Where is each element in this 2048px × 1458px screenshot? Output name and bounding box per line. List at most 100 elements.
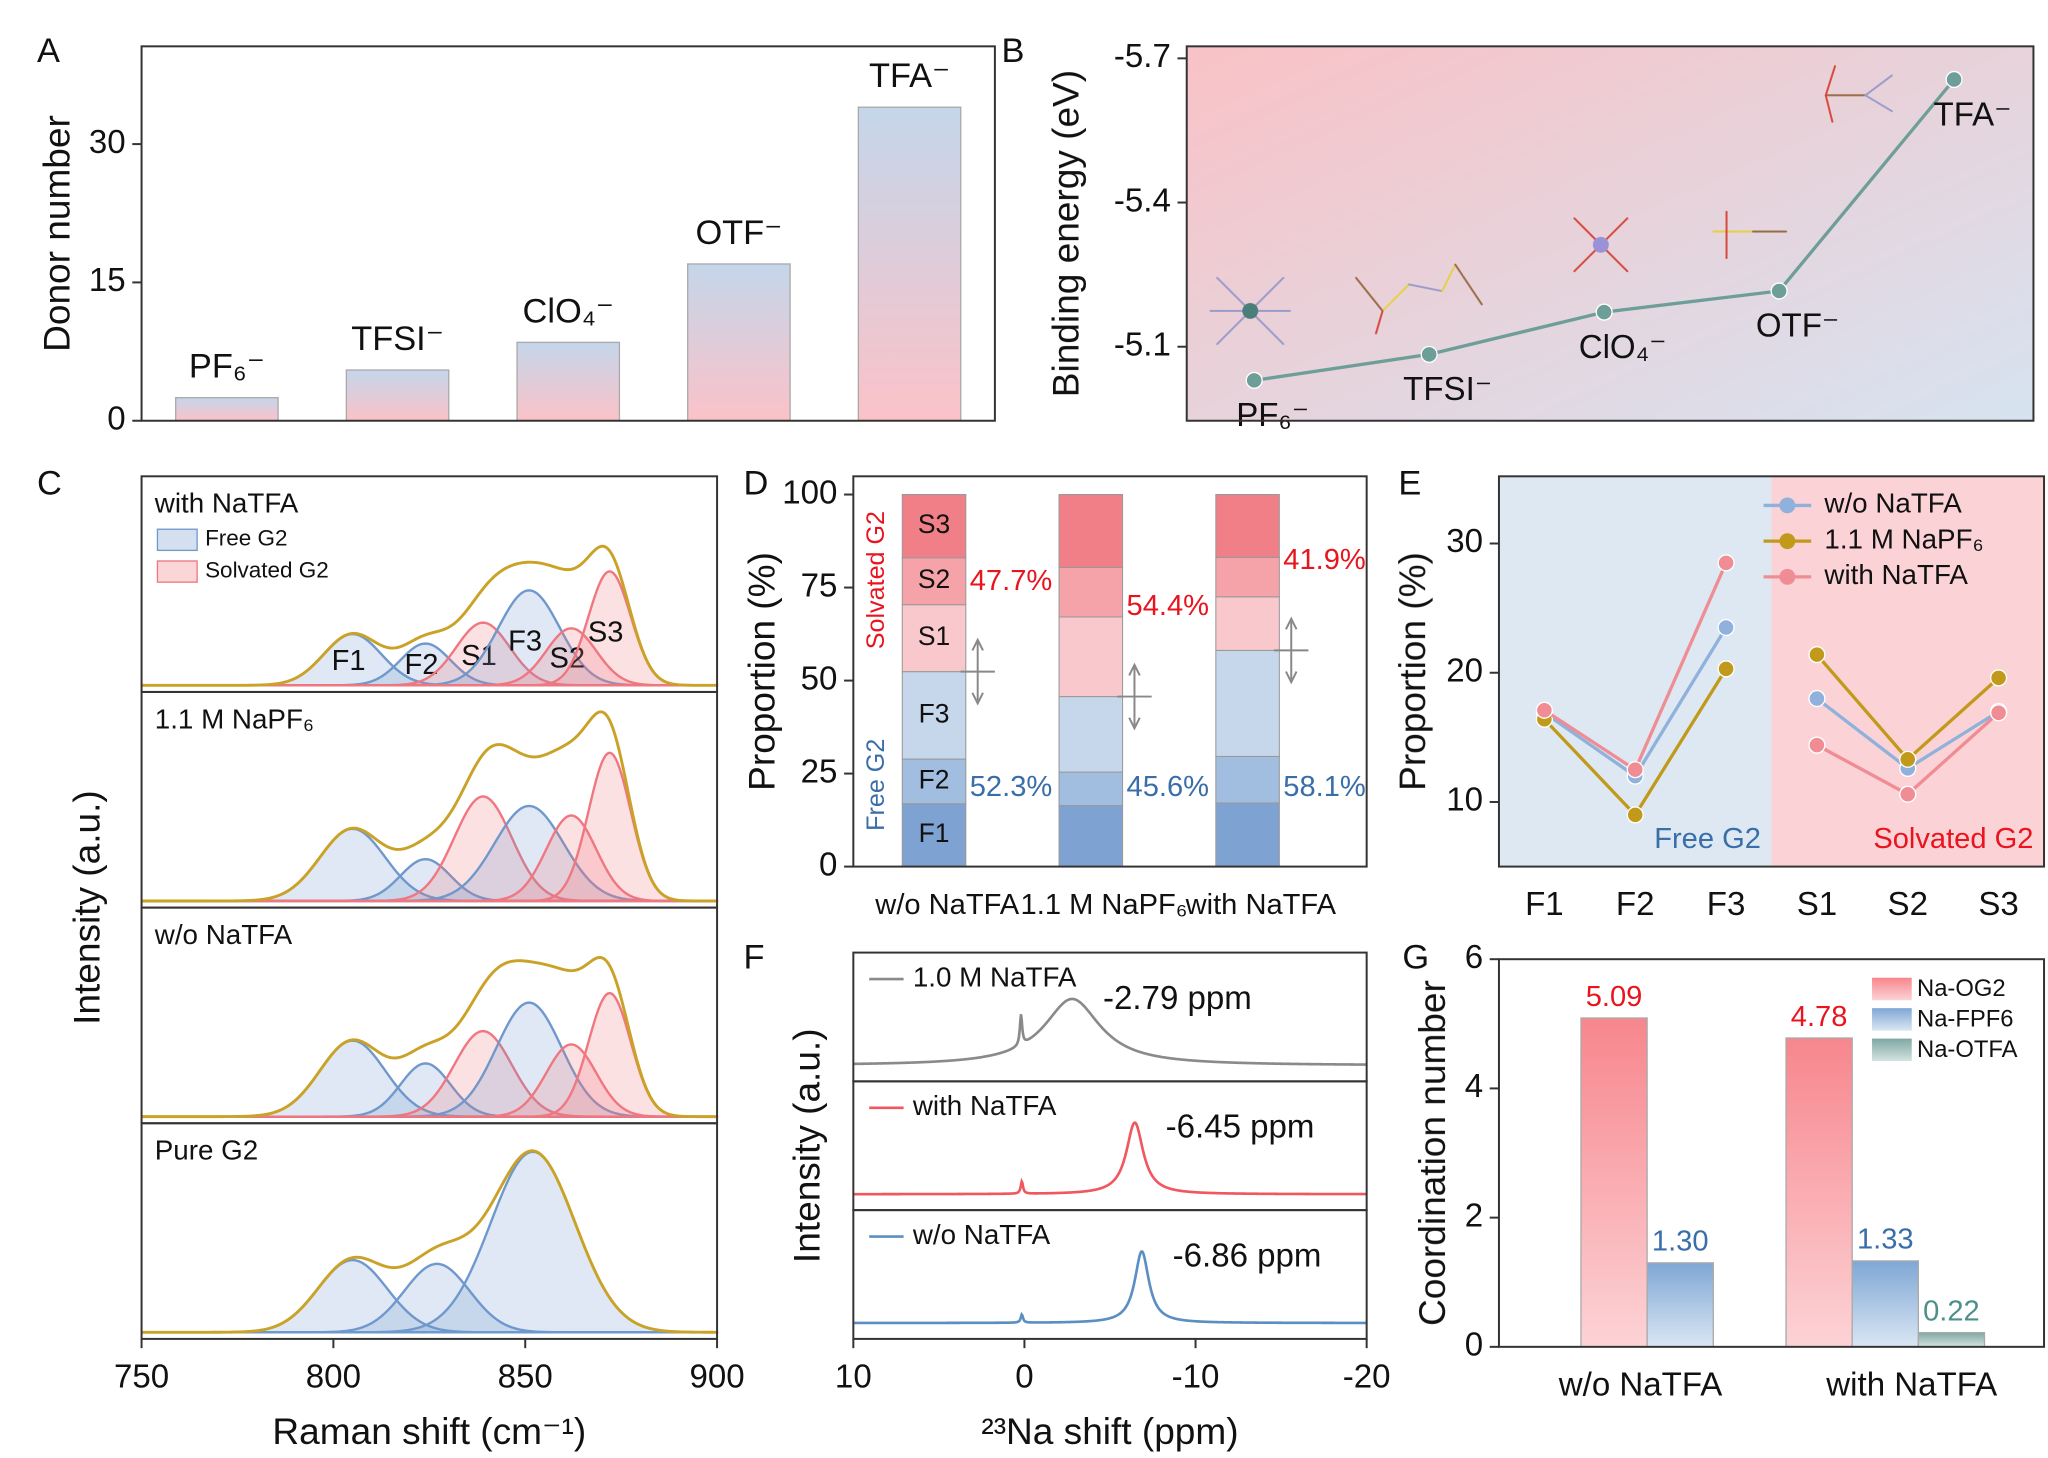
y-tick-label: 2 <box>1465 1197 1483 1234</box>
legend-swatch <box>156 560 198 583</box>
y-tick-label: 6 <box>1465 939 1483 976</box>
value-label: 4.78 <box>1791 1001 1848 1033</box>
bar <box>1785 1037 1853 1348</box>
x-tick-label: w/o NaTFA <box>874 889 1019 921</box>
free-share: 58.1% <box>1283 771 1366 803</box>
legend-swatch <box>156 528 198 552</box>
data-point <box>1899 750 1917 768</box>
x-tick-label: -10 <box>1172 1358 1220 1395</box>
free-share: 45.6% <box>1127 771 1210 803</box>
bar <box>857 106 962 422</box>
axes-frame <box>140 45 996 422</box>
value-label: 1.33 <box>1857 1224 1914 1256</box>
bar-segment <box>1058 771 1124 807</box>
data-point <box>1990 669 2008 687</box>
data-point <box>1945 70 1963 89</box>
legend-swatch <box>1872 1008 1912 1031</box>
bar-segment <box>901 604 967 673</box>
y-tick-label: 30 <box>89 124 126 161</box>
bar <box>345 369 450 422</box>
y-tick-label: 30 <box>1446 523 1483 560</box>
value-label: 0.22 <box>1923 1295 1980 1327</box>
legend-marker <box>1779 497 1796 514</box>
group-label: Free G2 <box>862 739 890 831</box>
x-tick-label: F1 <box>1525 886 1564 923</box>
peak-label: -6.86 ppm <box>1173 1237 1322 1274</box>
fit-envelope <box>141 710 718 903</box>
fit-envelope <box>141 955 718 1119</box>
group-label: Solvated G2 <box>862 511 890 649</box>
subplot-label: 1.0 M NaTFA <box>913 961 1077 992</box>
x-axis-title: ²³Na shift (ppm) <box>981 1410 1238 1452</box>
y-tick-label: -5.4 <box>1114 182 1171 219</box>
y-tick-label: 0 <box>819 846 837 883</box>
free-share: 52.3% <box>970 771 1053 803</box>
segment-label: S1 <box>918 621 950 651</box>
segment-label: S3 <box>918 509 950 539</box>
data-point <box>1717 554 1735 572</box>
y-axis-title: Intensity (a.u.) <box>785 1028 827 1263</box>
bar-segment <box>1058 616 1124 698</box>
bar-segment <box>901 494 967 559</box>
x-tick-label: -20 <box>1343 1358 1391 1395</box>
legend-swatch <box>1872 1038 1912 1062</box>
panel-letter: C <box>37 465 62 503</box>
y-tick-label: 20 <box>1446 652 1483 689</box>
legend-label: Free G2 <box>205 526 287 551</box>
x-tick-label: F3 <box>1707 886 1746 923</box>
point-label: TFSI⁻ <box>1403 371 1492 408</box>
bar-segment <box>1215 556 1280 598</box>
x-tick-label: 0 <box>1015 1358 1033 1395</box>
subplot-label: with NaTFA <box>912 1090 1057 1121</box>
bar-label: TFSI⁻ <box>351 320 444 358</box>
y-axis-title: Binding energy (eV) <box>1045 70 1087 397</box>
data-point <box>1899 785 1917 803</box>
data-point <box>1420 345 1438 364</box>
y-axis-title: Proportion (%) <box>740 552 782 791</box>
legend-label: with NaTFA <box>1823 559 1968 590</box>
data-point <box>1626 806 1644 824</box>
arrow-heads <box>971 637 984 706</box>
bar-segment <box>1215 596 1280 651</box>
segment-label: S2 <box>918 564 950 594</box>
bar <box>1646 1262 1714 1348</box>
x-tick-label: 800 <box>306 1358 361 1395</box>
group-label: Solvated G2 <box>1873 823 2033 855</box>
point-label: ClO₄⁻ <box>1579 329 1667 366</box>
bar-segment <box>1058 805 1124 868</box>
y-tick-label: 50 <box>801 660 838 697</box>
legend-label: Na-FPF6 <box>1917 1005 2014 1032</box>
legend-swatch <box>1872 977 1912 1001</box>
y-tick-label: -5.7 <box>1114 38 1171 75</box>
spectrum <box>853 997 1367 1066</box>
x-tick-label: 850 <box>498 1358 553 1395</box>
bar-segment <box>1215 494 1280 558</box>
spectrum <box>853 1121 1367 1196</box>
peak-label: -2.79 ppm <box>1103 980 1252 1017</box>
subplot-label: w/o NaTFA <box>154 919 293 950</box>
legend-label: Solvated G2 <box>205 558 329 583</box>
x-tick-label: w/o NaTFA <box>1558 1366 1723 1403</box>
panel-letter: G <box>1402 938 1429 976</box>
bar-label: OTF⁻ <box>695 214 782 252</box>
subplot-frame <box>140 1122 719 1340</box>
legend-label: w/o NaTFA <box>1823 488 1962 519</box>
value-label: 1.30 <box>1652 1226 1709 1258</box>
x-tick-label: S3 <box>1978 886 2018 923</box>
y-tick-label: 25 <box>801 753 838 790</box>
data-point <box>1770 282 1788 300</box>
bar <box>516 341 621 422</box>
bar-label: PF₆⁻ <box>189 348 265 386</box>
bar <box>1851 1260 1920 1348</box>
subplot-label: 1.1 M NaPF₆ <box>155 703 314 734</box>
group-label: Free G2 <box>1654 823 1761 855</box>
y-axis-title: Proportion (%) <box>1391 552 1433 791</box>
component-label: F2 <box>405 649 439 681</box>
bar-segment <box>1215 649 1280 757</box>
data-point <box>1808 736 1826 754</box>
subplot-label: with NaTFA <box>154 488 299 519</box>
component-label: F3 <box>508 625 542 657</box>
data-point <box>1595 303 1613 321</box>
